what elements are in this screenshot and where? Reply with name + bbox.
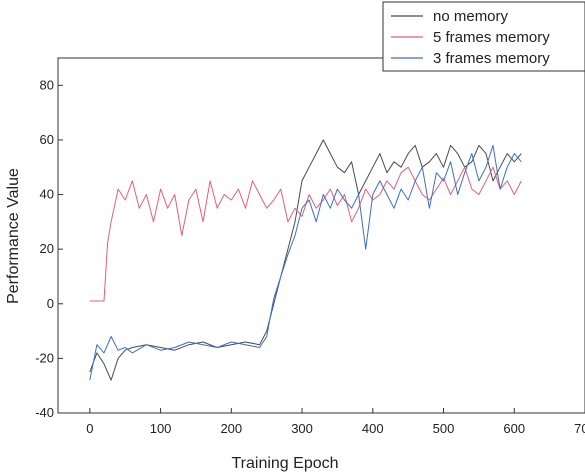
- x-tick-label: 500: [433, 421, 455, 436]
- x-axis-label: Training Epoch: [231, 455, 338, 472]
- y-tick-label: 40: [40, 187, 54, 202]
- series-line-5-frames-memory: [89, 166, 522, 302]
- x-tick-label: 200: [220, 421, 242, 436]
- y-tick-label: -40: [35, 405, 54, 420]
- legend-label: no memory: [433, 8, 509, 25]
- y-axis: -40 -20 0 20 40 60 80: [35, 77, 63, 420]
- x-tick-label: 700: [574, 421, 585, 436]
- plot-frame: [57, 57, 585, 414]
- series-line-no-memory: [89, 139, 522, 381]
- y-tick-label: 0: [47, 296, 54, 311]
- x-axis: 0 100 200 300 400 500 600 700: [86, 408, 585, 436]
- series-layer: [89, 139, 522, 381]
- y-tick-label: -20: [35, 350, 54, 365]
- x-tick-label: 600: [503, 421, 525, 436]
- series-line-3-frames-memory: [89, 144, 522, 381]
- y-tick-label: 60: [40, 132, 54, 147]
- x-tick-label: 300: [291, 421, 313, 436]
- x-tick-label: 400: [362, 421, 384, 436]
- x-tick-label: 100: [150, 421, 172, 436]
- x-tick-label: 0: [86, 421, 93, 436]
- legend: no memory 5 frames memory 3 frames memory: [382, 1, 585, 72]
- y-tick-label: 20: [40, 241, 54, 256]
- legend-label: 5 frames memory: [433, 29, 550, 46]
- y-tick-label: 80: [40, 77, 54, 92]
- y-axis-label: Performance Value: [5, 168, 22, 304]
- legend-label: 3 frames memory: [433, 50, 550, 67]
